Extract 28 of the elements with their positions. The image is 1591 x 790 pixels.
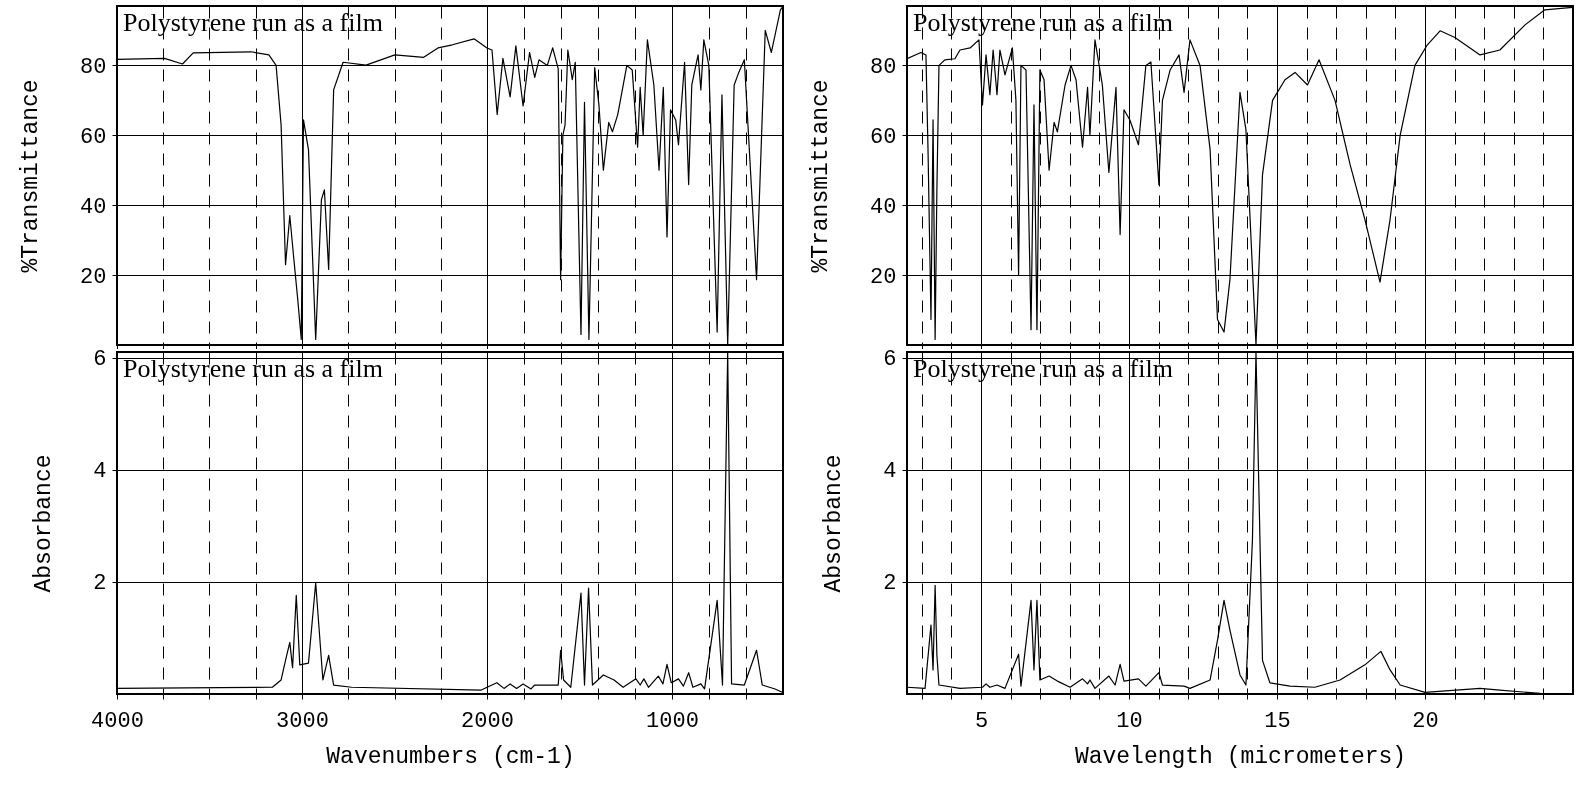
- x-tick-label: 1000: [646, 708, 699, 734]
- y-tick-label: 60: [870, 124, 897, 150]
- y-axis-title: Absorbance: [821, 454, 848, 593]
- y-tick-label: 4: [93, 459, 107, 485]
- y-tick-label: 2: [883, 571, 897, 597]
- x-tick-label: 15: [1264, 708, 1291, 734]
- y-tick-label: 2: [93, 571, 107, 597]
- y-tick-label: 4: [883, 459, 897, 485]
- x-tick-label: 2000: [461, 708, 514, 734]
- y-tick-label: 80: [80, 54, 107, 80]
- x-axis-title: Wavenumbers (cm-1): [326, 743, 575, 770]
- x-tick-label: 4000: [91, 708, 144, 734]
- y-axis-title: %Transmittance: [18, 79, 45, 273]
- y-tick-label: 80: [870, 54, 897, 80]
- y-tick-label: 40: [870, 194, 897, 220]
- y-tick-label: 40: [80, 194, 107, 220]
- y-axis-title: Absorbance: [31, 454, 58, 593]
- x-tick-label: 20: [1412, 708, 1439, 734]
- y-tick-label: 6: [93, 347, 107, 373]
- x-tick-label: 5: [974, 708, 989, 734]
- y-tick-label: 60: [80, 124, 107, 150]
- x-tick-label: 3000: [276, 708, 329, 734]
- y-axis-title: %Transmittance: [808, 79, 835, 273]
- y-tick-label: 20: [80, 264, 107, 290]
- y-tick-label: 20: [870, 264, 897, 290]
- x-tick-label: 10: [1116, 708, 1143, 734]
- x-axis-title: Wavelength (micrometers): [1074, 743, 1407, 770]
- y-tick-label: 6: [883, 347, 897, 373]
